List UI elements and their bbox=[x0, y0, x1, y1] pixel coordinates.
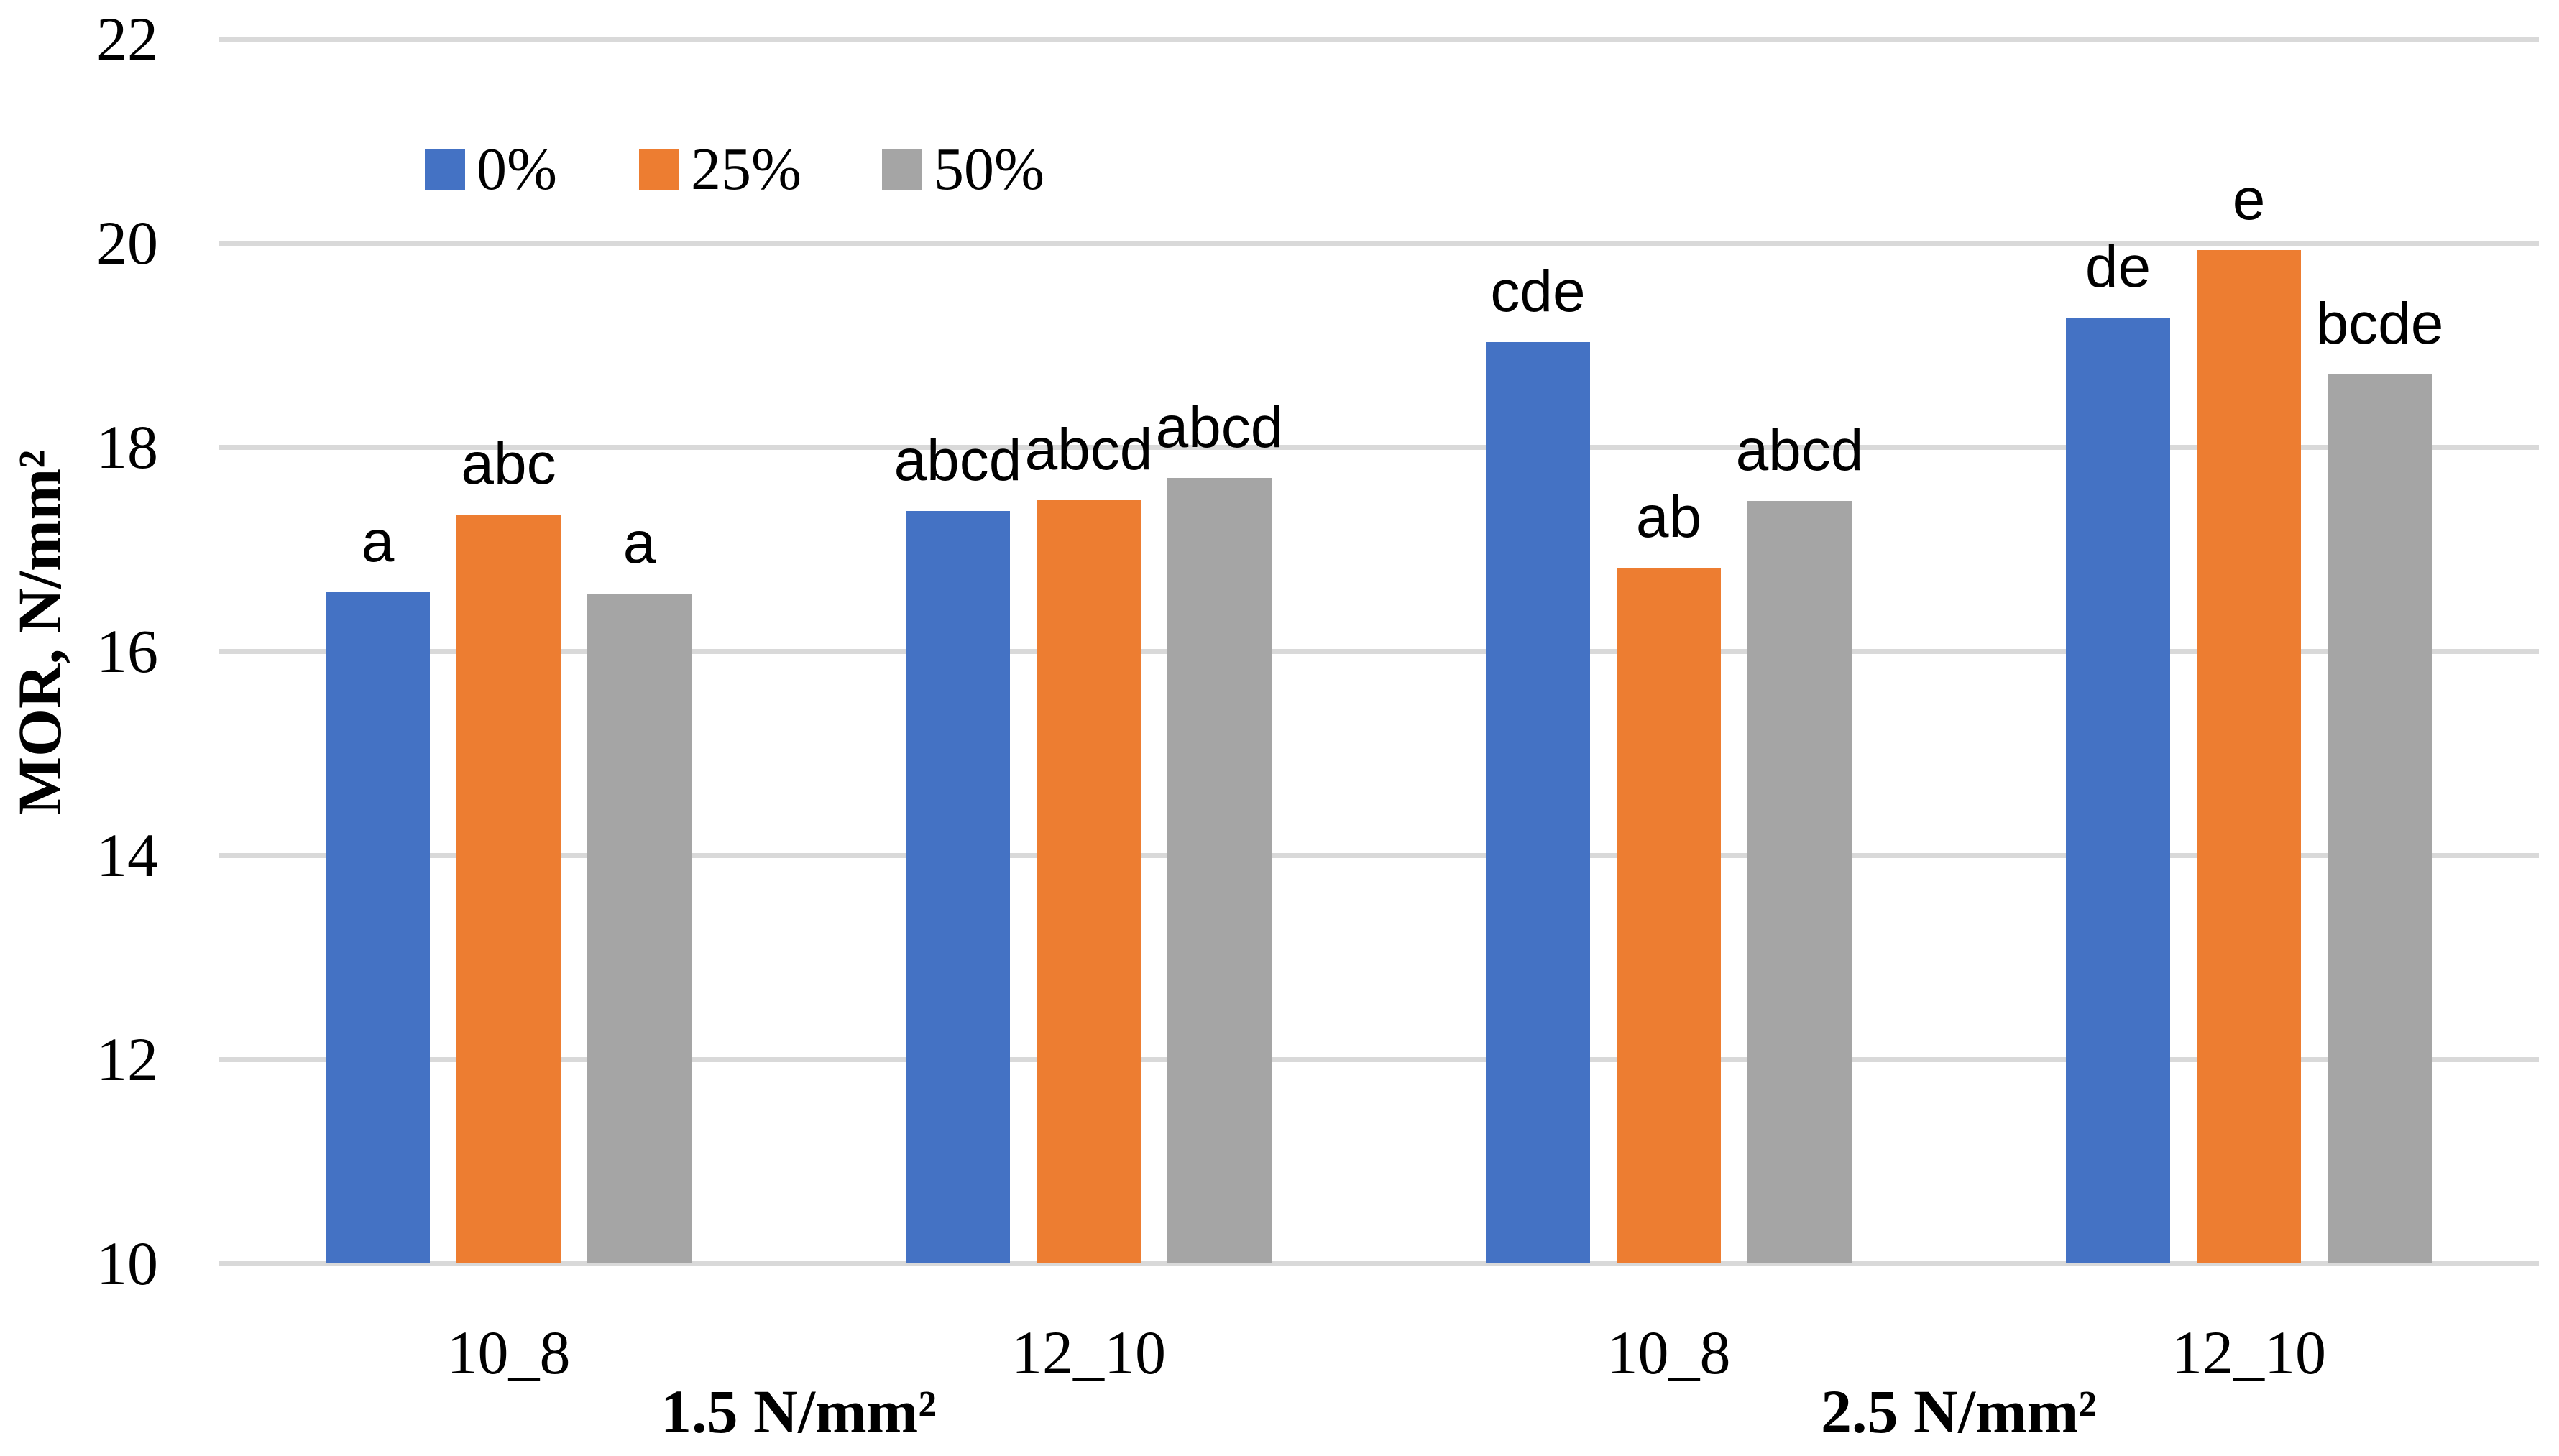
x-tick-label-0: 10_8 bbox=[446, 1318, 571, 1387]
sig-label-50%-1: abcd bbox=[1155, 394, 1284, 460]
bar-25%-10_8-0 bbox=[456, 514, 561, 1263]
gridline-y-10 bbox=[219, 1261, 2539, 1266]
x-group-label-1: 2.5 N/mm² bbox=[1820, 1377, 2098, 1446]
y-tick-label-16: 16 bbox=[96, 617, 158, 686]
bar-25%-10_8-2 bbox=[1617, 567, 1721, 1263]
bar-50%-10_8-0 bbox=[587, 594, 692, 1263]
bar-50%-12_10-1 bbox=[1167, 477, 1272, 1263]
y-tick-label-20: 20 bbox=[96, 208, 158, 277]
sig-label-25%-3: e bbox=[2232, 166, 2266, 232]
gridline-y-18 bbox=[219, 444, 2539, 450]
bar-0%-10_8-0 bbox=[326, 591, 430, 1263]
y-tick-label-12: 12 bbox=[96, 1025, 158, 1094]
bar-25%-12_10-3 bbox=[2197, 249, 2301, 1263]
sig-label-50%-2: abcd bbox=[1735, 418, 1864, 484]
sig-label-25%-1: abcd bbox=[1024, 416, 1153, 482]
sig-label-50%-0: a bbox=[622, 510, 656, 576]
y-tick-label-10: 10 bbox=[96, 1229, 158, 1298]
sig-label-0%-3: de bbox=[2085, 234, 2151, 300]
x-tick-label-2: 10_8 bbox=[1607, 1318, 1731, 1387]
sig-label-0%-0: a bbox=[361, 508, 395, 574]
gridline-y-14 bbox=[219, 852, 2539, 858]
sig-label-50%-3: bcde bbox=[2315, 291, 2444, 357]
gridline-y-22 bbox=[219, 36, 2539, 42]
gridline-y-16 bbox=[219, 648, 2539, 654]
sig-label-0%-1: abcd bbox=[893, 428, 1022, 494]
y-tick-label-22: 22 bbox=[96, 4, 158, 73]
sig-label-0%-2: cde bbox=[1490, 258, 1586, 324]
x-group-label-0: 1.5 N/mm² bbox=[660, 1377, 937, 1446]
x-tick-label-1: 12_10 bbox=[1011, 1318, 1166, 1387]
bar-0%-12_10-1 bbox=[906, 511, 1010, 1263]
bar-25%-12_10-1 bbox=[1037, 499, 1141, 1263]
x-tick-label-3: 12_10 bbox=[2172, 1318, 2326, 1387]
sig-label-25%-0: abc bbox=[461, 430, 556, 497]
gridline-y-12 bbox=[219, 1056, 2539, 1062]
bar-50%-10_8-2 bbox=[1747, 501, 1852, 1263]
bar-0%-10_8-2 bbox=[1486, 341, 1590, 1263]
bar-50%-12_10-3 bbox=[2328, 374, 2432, 1263]
y-tick-label-18: 18 bbox=[96, 413, 158, 482]
sig-label-25%-2: ab bbox=[1635, 484, 1702, 550]
gridline-y-20 bbox=[219, 240, 2539, 246]
y-tick-label-14: 14 bbox=[96, 821, 158, 890]
bar-0%-12_10-3 bbox=[2066, 317, 2170, 1263]
